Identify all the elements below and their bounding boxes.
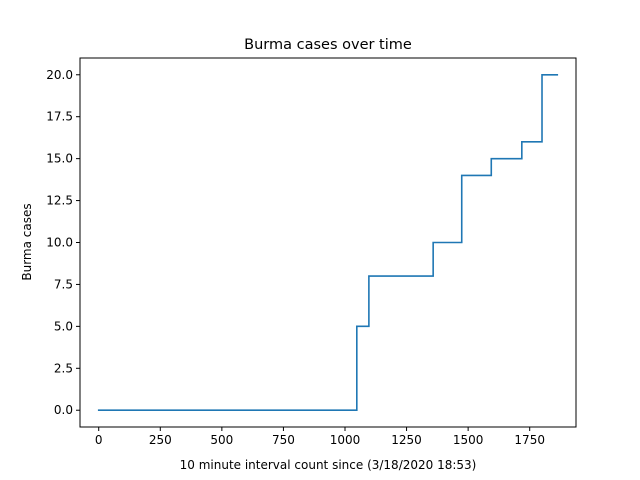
x-tick-label: 1500 <box>453 433 484 447</box>
x-tick-label: 500 <box>210 433 233 447</box>
x-tick-label: 1000 <box>330 433 361 447</box>
y-tick-label: 12.5 <box>46 194 73 208</box>
x-tick-label: 1250 <box>391 433 422 447</box>
y-axis-label: Burma cases <box>20 203 34 280</box>
series-line <box>97 73 559 412</box>
x-axis-label: 10 minute interval count since (3/18/202… <box>180 458 477 472</box>
y-tick-label: 0.0 <box>54 403 73 417</box>
y-tick-label: 20.0 <box>46 68 73 82</box>
y-tick-label: 10.0 <box>46 236 73 250</box>
axis-ticks: 0 250 500 750 1000 1250 1500 1750 0.0 2.5 5.0 7.5 10… <box>46 68 545 447</box>
x-tick-label: 250 <box>149 433 172 447</box>
plot-area <box>97 73 559 412</box>
y-tick-label: 5.0 <box>54 319 73 333</box>
x-tick-label: 0 <box>95 433 103 447</box>
axes-frame <box>79 57 577 428</box>
x-tick-label: 1750 <box>514 433 545 447</box>
y-tick-label: 17.5 <box>46 110 73 124</box>
y-tick-label: 7.5 <box>54 277 73 291</box>
chart-title: Burma cases over time <box>244 37 412 53</box>
y-tick-label: 15.0 <box>46 152 73 166</box>
y-tick-label: 2.5 <box>54 361 73 375</box>
x-tick-label: 750 <box>272 433 295 447</box>
